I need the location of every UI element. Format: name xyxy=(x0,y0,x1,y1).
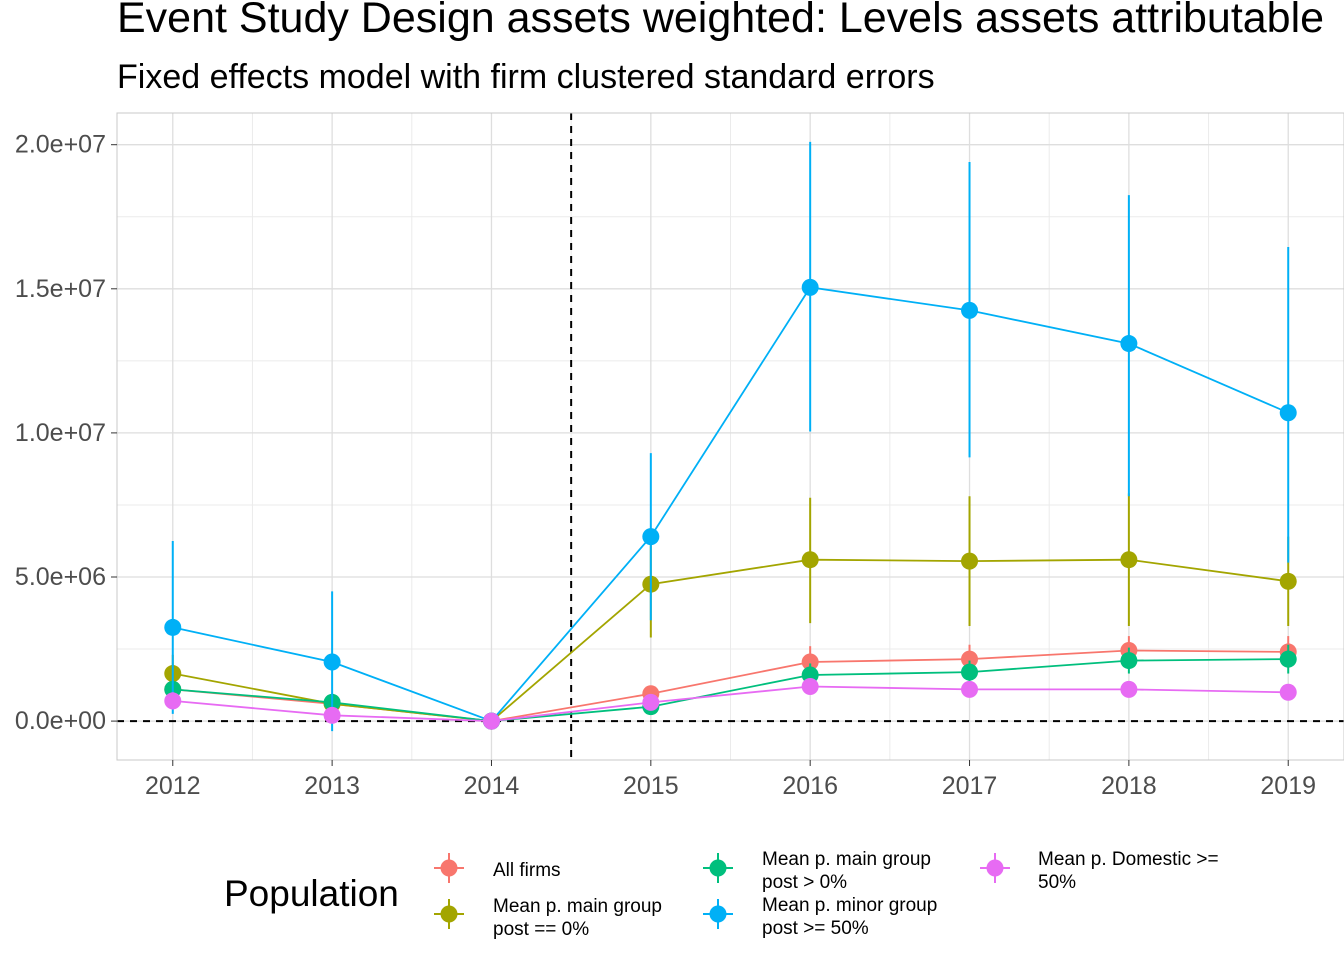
y-tick-label: 5.0e+06 xyxy=(15,563,106,591)
legend-key-point xyxy=(440,905,458,923)
series-line xyxy=(172,685,1289,723)
data-point xyxy=(961,650,979,668)
legend-label: Mean p. minor group xyxy=(762,895,937,916)
data-point xyxy=(961,663,979,681)
y-tick-label: 2.0e+07 xyxy=(15,131,106,159)
data-point xyxy=(1279,683,1297,701)
legend-label: Mean p. main group xyxy=(493,896,662,917)
y-tick-label: 0.0e+00 xyxy=(15,707,106,735)
x-tick-label: 2019 xyxy=(1260,772,1316,800)
data-point xyxy=(1120,335,1138,353)
series-5 xyxy=(164,678,1297,730)
data-point xyxy=(961,301,979,319)
legend-label: post >= 50% xyxy=(762,918,869,939)
panel-border xyxy=(116,112,1344,761)
series-4 xyxy=(164,141,1297,732)
x-tick-label: 2015 xyxy=(623,772,679,800)
data-point xyxy=(1120,680,1138,698)
data-point xyxy=(642,528,660,546)
chart-subtitle: Fixed effects model with firm clustered … xyxy=(117,58,935,96)
data-point xyxy=(164,692,182,710)
legend-key-point xyxy=(709,905,727,923)
legend-label: Mean p. main group xyxy=(762,849,931,870)
x-tick-label: 2017 xyxy=(942,772,998,800)
data-point xyxy=(1279,650,1297,668)
legend-title: Population xyxy=(224,873,399,914)
axes: 2012 2013 2014 2015 2016 2017 2018 2019 0.0e+00 5… xyxy=(15,112,1344,800)
data-point xyxy=(801,653,819,671)
data-point xyxy=(801,551,819,569)
grid xyxy=(117,113,1344,760)
x-tick-label: 2013 xyxy=(304,772,360,800)
legend-item-1: All firms xyxy=(434,853,561,883)
y-tick-label: 1.0e+07 xyxy=(15,419,106,447)
data-point xyxy=(642,693,660,711)
legend-label: post > 0% xyxy=(762,872,847,893)
x-tick-label: 2016 xyxy=(782,772,838,800)
data-point xyxy=(1279,572,1297,590)
series-line xyxy=(172,286,1289,723)
series-group xyxy=(164,141,1297,732)
x-tick-label: 2014 xyxy=(464,772,520,800)
series-line xyxy=(172,658,1289,723)
data-point xyxy=(323,653,341,671)
legend-key-point xyxy=(986,859,1004,877)
legend-label: All firms xyxy=(493,860,561,881)
data-point xyxy=(801,678,819,696)
legend-item-5: Mean p. Domestic >=50% xyxy=(980,849,1219,893)
chart-title: Event Study Design assets weighted: Leve… xyxy=(117,0,1325,42)
legend-key-point xyxy=(709,859,727,877)
legend-key-point xyxy=(440,859,458,877)
data-point xyxy=(1120,652,1138,670)
data-point xyxy=(1279,404,1297,422)
data-point xyxy=(961,552,979,570)
data-point xyxy=(801,278,819,296)
y-tick-label: 1.5e+07 xyxy=(15,275,106,303)
x-tick-label: 2018 xyxy=(1101,772,1157,800)
legend-label: Mean p. Domestic >= xyxy=(1038,849,1219,870)
data-point xyxy=(482,712,500,730)
data-point xyxy=(1120,551,1138,569)
data-point xyxy=(323,706,341,724)
legend-label: post == 0% xyxy=(493,919,589,940)
data-point xyxy=(961,680,979,698)
legend-label: 50% xyxy=(1038,872,1076,893)
x-tick-label: 2012 xyxy=(145,772,201,800)
data-point xyxy=(164,618,182,636)
series-line xyxy=(172,558,1289,723)
